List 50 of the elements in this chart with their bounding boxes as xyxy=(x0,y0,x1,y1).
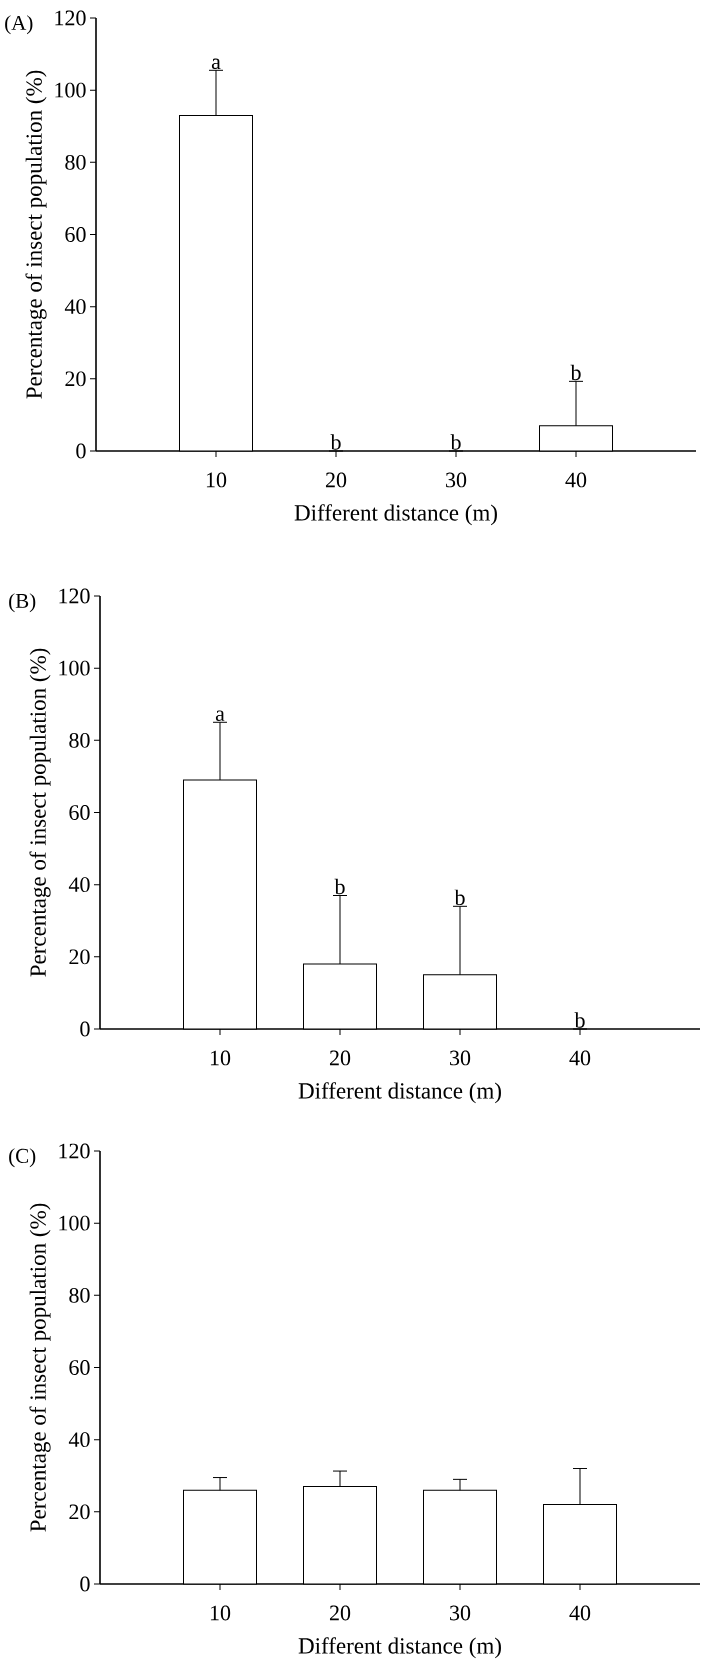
y-tick-label: 60 xyxy=(69,805,90,820)
x-tick-label: 10 xyxy=(206,472,227,488)
annotation: b xyxy=(330,434,341,450)
x-tick-label: 40 xyxy=(569,1605,591,1621)
x-tick-label: 20 xyxy=(325,472,347,488)
chart-title: (A) xyxy=(5,15,33,35)
y-tick-label: 60 xyxy=(69,1360,90,1375)
y-tick-label: 80 xyxy=(69,732,90,748)
y-tick-label: 100 xyxy=(59,660,90,676)
x-tick-label: 20 xyxy=(329,1605,351,1621)
x-tick-label: 10 xyxy=(210,1050,231,1066)
y-tick-label: 60 xyxy=(65,227,86,242)
y-tick-label: 100 xyxy=(59,1215,90,1231)
x-tick-label: 10 xyxy=(210,1605,231,1621)
y-tick-label: 80 xyxy=(69,1287,90,1303)
y-tick-label: 120 xyxy=(59,588,90,604)
annotation: a xyxy=(211,58,221,70)
annotation: a xyxy=(215,710,225,722)
y-axis-title: Percentage of insect population (%) xyxy=(29,1203,51,1532)
y-tick-label: 20 xyxy=(69,1504,90,1520)
x-tick-label: 30 xyxy=(450,1605,471,1621)
y-axis-title: Percentage of insect population (%) xyxy=(29,648,51,977)
x-axis-title: Different distance (m) xyxy=(294,504,497,526)
y-axis-title: Percentage of insect population (%) xyxy=(25,70,47,399)
y-tick-label: 120 xyxy=(55,10,86,26)
chart-title: (B) xyxy=(9,593,36,613)
y-tick-label: 0 xyxy=(80,1021,90,1037)
y-tick-label: 20 xyxy=(69,949,90,965)
x-tick-label: 30 xyxy=(450,1050,471,1066)
x-axis-title: Different distance (m) xyxy=(298,1637,501,1659)
annotation: b xyxy=(574,1012,585,1028)
y-tick-label: 120 xyxy=(59,1143,90,1159)
x-tick-label: 40 xyxy=(569,1050,591,1066)
x-tick-label: 30 xyxy=(446,472,467,488)
y-tick-label: 40 xyxy=(68,877,90,893)
y-tick-label: 0 xyxy=(80,1576,90,1592)
y-tick-label: 100 xyxy=(55,82,86,98)
annotation: b xyxy=(334,878,345,895)
x-axis-title: Different distance (m) xyxy=(298,1082,501,1104)
y-tick-label: 40 xyxy=(64,299,86,315)
y-tick-label: 40 xyxy=(68,1432,90,1448)
annotation: b xyxy=(570,364,581,381)
y-tick-label: 0 xyxy=(76,443,86,459)
x-tick-label: 20 xyxy=(329,1050,351,1066)
y-tick-label: 80 xyxy=(65,154,86,170)
chart-title: (C) xyxy=(9,1148,36,1168)
annotation: b xyxy=(450,434,461,450)
x-tick-label: 40 xyxy=(565,472,587,488)
annotation: b xyxy=(454,889,465,906)
y-tick-label: 20 xyxy=(65,371,86,387)
